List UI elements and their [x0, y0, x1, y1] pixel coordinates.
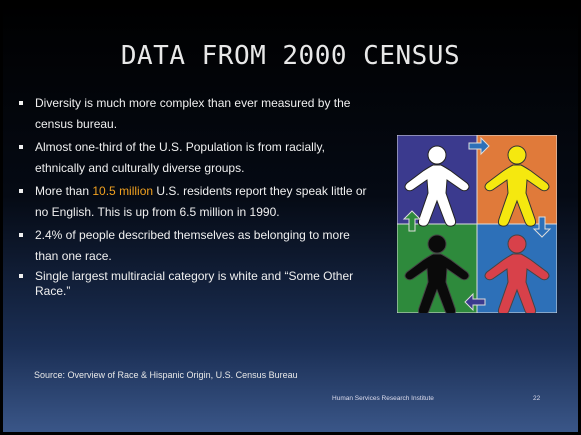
diversity-graphic — [397, 135, 557, 313]
slide: DATA FROM 2000 CENSUS Diversity is much … — [3, 3, 578, 432]
bullet-text: 2.4% of people described themselves as b… — [35, 228, 350, 263]
bullet-text: More than — [35, 184, 92, 198]
bullet: More than 10.5 million U.S. residents re… — [17, 181, 367, 223]
bullet: Almost one-third of the U.S. Population … — [17, 137, 367, 179]
bullet-text: Almost one-third of the U.S. Population … — [35, 140, 325, 175]
slide-title: DATA FROM 2000 CENSUS — [3, 41, 578, 71]
bullet-text: Single largest multiracial category is w… — [35, 269, 353, 298]
bullet: 2.4% of people described themselves as b… — [17, 225, 367, 267]
bullet-list: Diversity is much more complex than ever… — [17, 93, 367, 301]
page-number: 22 — [533, 395, 540, 402]
bullet-text: Diversity is much more complex than ever… — [35, 96, 350, 131]
bullet: Diversity is much more complex than ever… — [17, 93, 367, 135]
footer: Human Services Research Institute — [293, 395, 473, 402]
source-note: Source: Overview of Race & Hispanic Orig… — [34, 370, 298, 380]
highlight-text: 10.5 million — [92, 184, 153, 198]
bullet: Single largest multiracial category is w… — [17, 269, 367, 299]
